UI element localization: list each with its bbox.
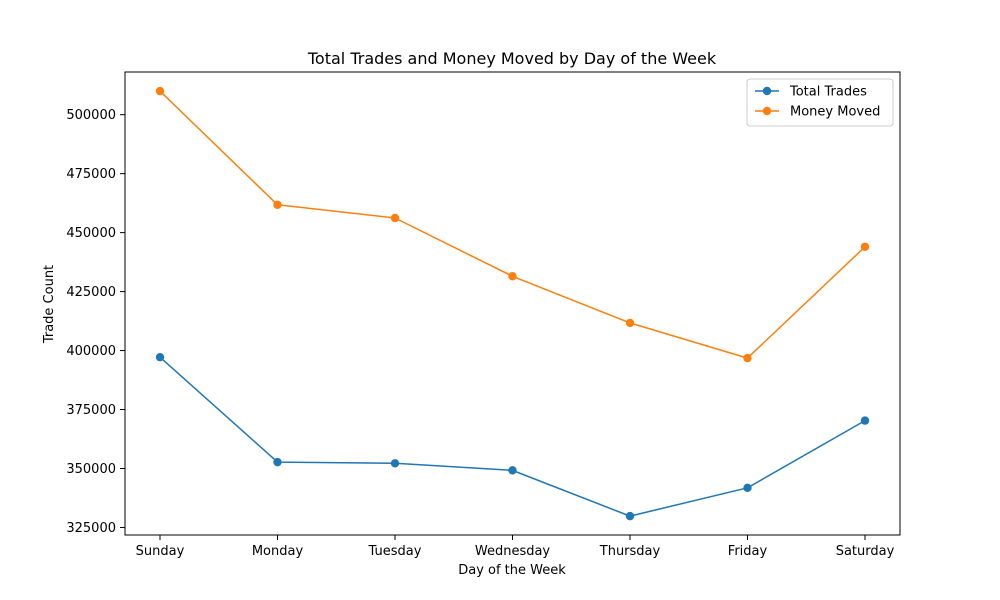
legend-marker-1 xyxy=(762,106,772,116)
y-axis-label: Trade Count xyxy=(42,265,57,344)
y-tick-label-6: 475000 xyxy=(66,167,116,182)
series-0-point-6 xyxy=(860,416,870,425)
x-axis-label: Day of the Week xyxy=(458,563,566,578)
y-tick-label-4: 425000 xyxy=(66,285,116,300)
y-tick-label-2: 375000 xyxy=(66,403,116,418)
y-tick-label-7: 500000 xyxy=(66,108,116,123)
legend: Total Trades Money Moved xyxy=(746,78,894,127)
y-tick-label-5: 450000 xyxy=(66,226,116,241)
x-tick-label-2: Tuesday xyxy=(368,544,422,559)
x-tick-label-1: Monday xyxy=(252,544,304,559)
series-1-point-4 xyxy=(625,318,635,328)
series-1-point-3 xyxy=(508,272,517,281)
legend-box xyxy=(746,78,894,127)
chart-title: Total Trades and Money Moved by Day of t… xyxy=(307,49,717,68)
y-tick-label-0: 325000 xyxy=(66,521,116,536)
series-1-point-6 xyxy=(860,242,870,251)
series-1-point-5 xyxy=(743,353,752,363)
x-tick-label-4: Thursday xyxy=(599,544,661,559)
series-1-point-1 xyxy=(273,200,282,209)
x-tick-label-3: Wednesday xyxy=(475,544,551,559)
y-tick-label-3: 400000 xyxy=(66,344,116,359)
x-tick-label-0: Sunday xyxy=(136,544,185,559)
series-0-point-1 xyxy=(273,457,282,467)
series-0-point-2 xyxy=(390,459,400,468)
legend-label-0: Total Trades xyxy=(789,85,867,100)
series-0-point-4 xyxy=(625,511,635,521)
x-tick-label-6: Saturday xyxy=(836,544,895,559)
plot-area: Sunday Monday Tuesday Wednesday Thursday Frid… xyxy=(66,71,901,559)
series-0-point-0 xyxy=(155,352,165,362)
legend-marker-0 xyxy=(762,86,772,96)
series-1-point-0 xyxy=(155,86,165,96)
legend-label-1: Money Moved xyxy=(790,105,880,120)
y-tick-label-1: 350000 xyxy=(66,462,116,477)
series-0-point-5 xyxy=(743,483,752,493)
series-0-point-3 xyxy=(508,466,517,475)
x-tick-label-5: Friday xyxy=(728,544,768,559)
series-1-point-2 xyxy=(390,213,400,223)
